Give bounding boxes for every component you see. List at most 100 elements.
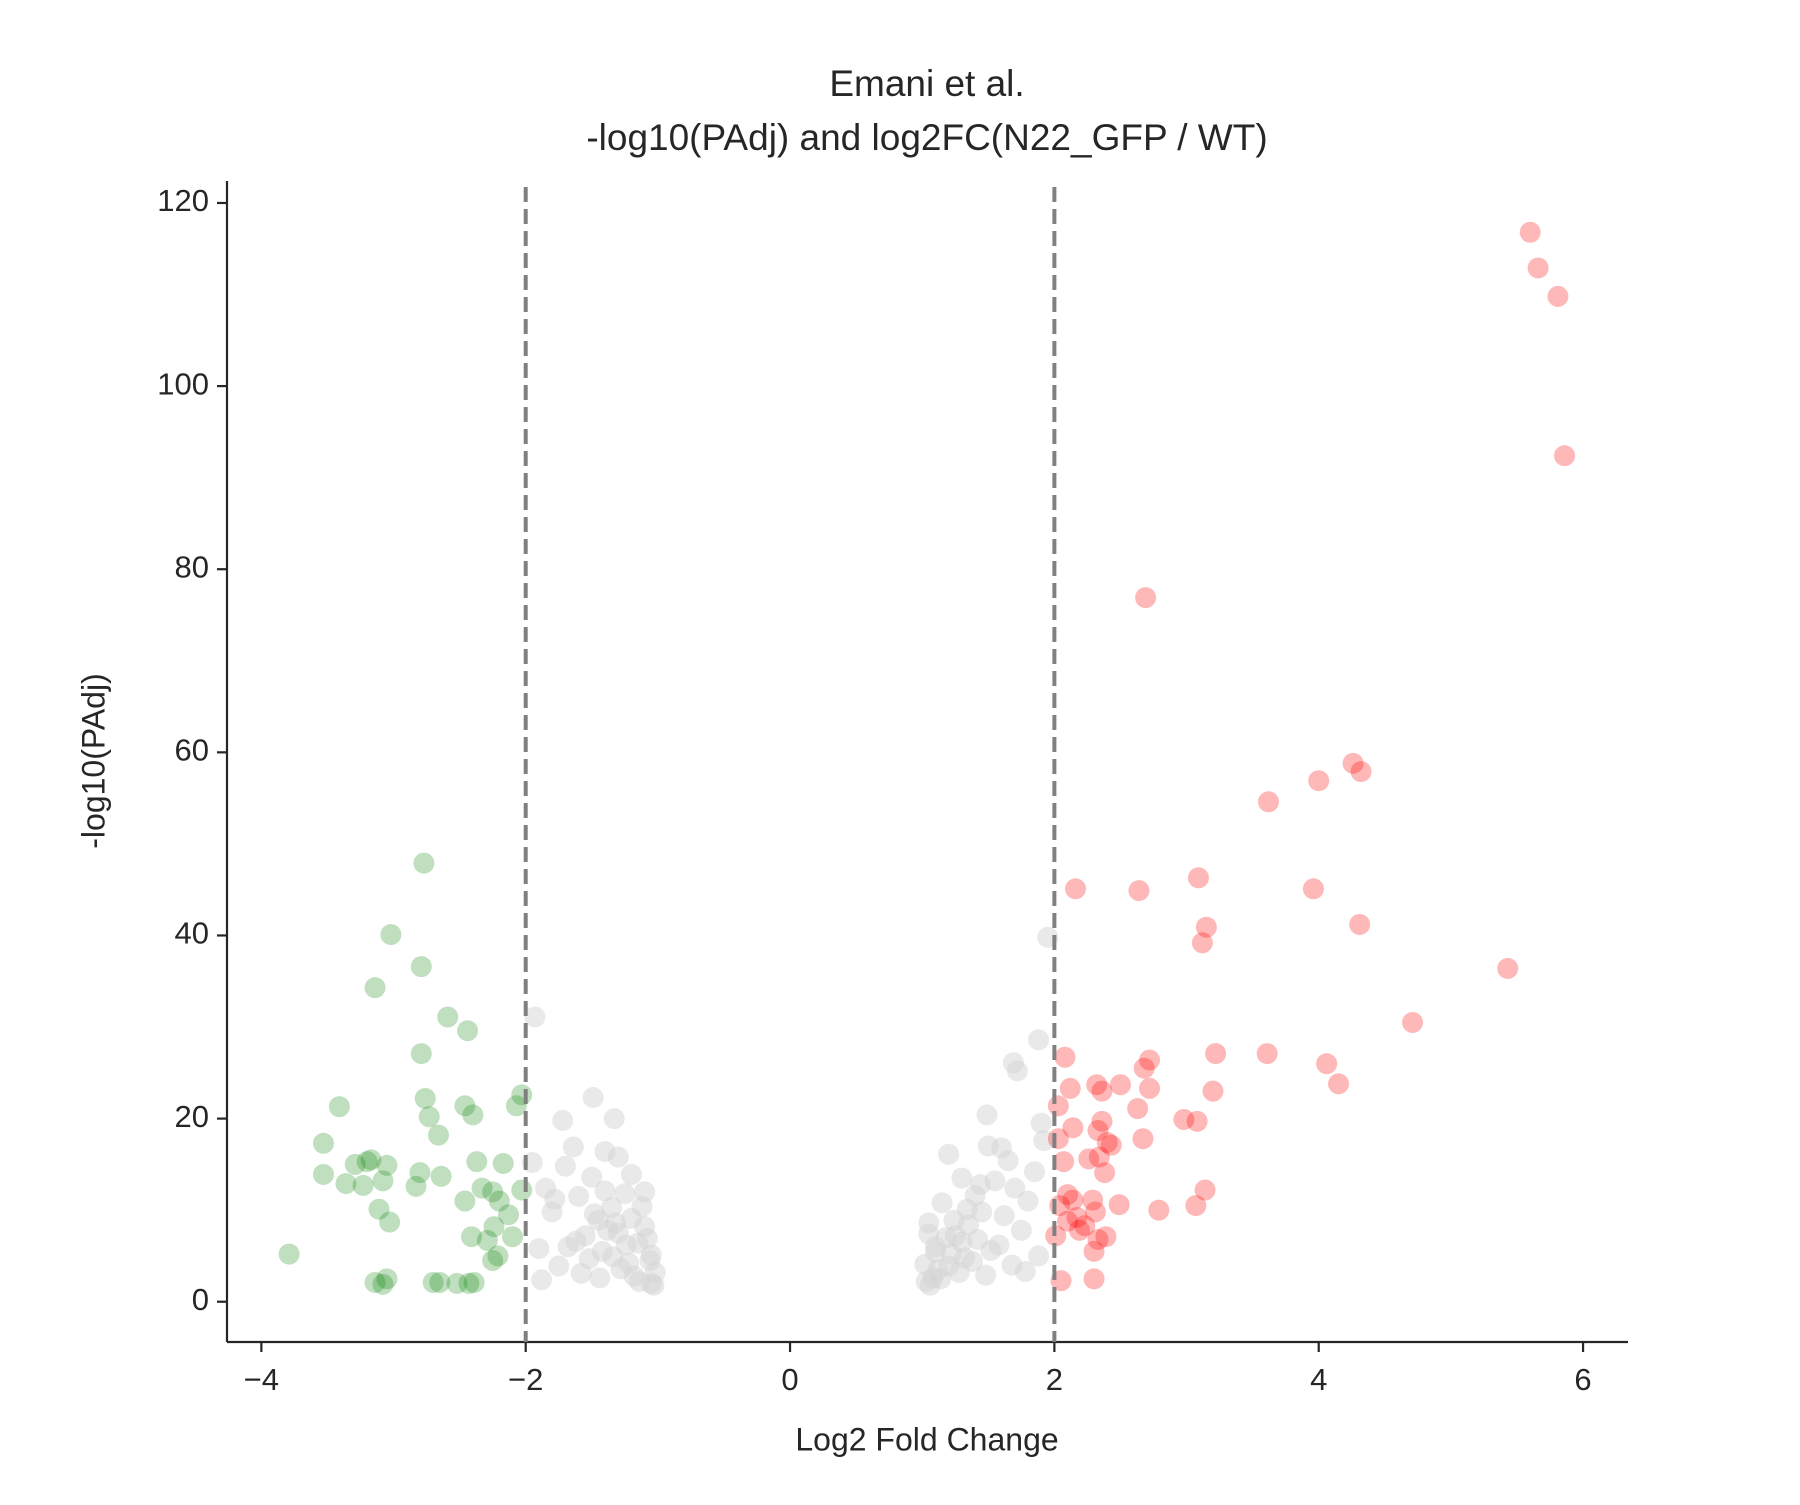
data-point — [1017, 1190, 1039, 1212]
data-point — [1010, 1219, 1032, 1241]
data-point — [1342, 752, 1364, 774]
data-point — [1062, 1117, 1084, 1139]
y-tick-label: 100 — [157, 366, 209, 401]
data-point — [476, 1229, 498, 1251]
data-point — [483, 1216, 505, 1238]
data-point — [1350, 761, 1372, 783]
data-point — [1094, 1162, 1116, 1184]
data-point — [570, 1262, 592, 1284]
data-point — [1173, 1109, 1195, 1131]
data-point — [977, 1135, 999, 1157]
data-point — [548, 1255, 570, 1277]
data-point — [380, 924, 402, 946]
data-point — [1087, 1228, 1109, 1250]
data-point — [1062, 1189, 1084, 1211]
data-point — [1186, 1110, 1208, 1132]
data-point — [1316, 1053, 1338, 1075]
data-point — [1132, 1128, 1154, 1150]
data-point — [463, 1271, 485, 1293]
data-point — [1024, 1161, 1046, 1183]
data-point — [1547, 285, 1569, 307]
data-point — [1139, 1077, 1161, 1099]
data-point — [1527, 257, 1549, 279]
data-point — [620, 1163, 642, 1185]
data-point — [1065, 878, 1087, 900]
data-point — [938, 1255, 960, 1277]
data-point — [492, 1152, 514, 1174]
data-point — [1082, 1189, 1104, 1211]
data-point — [1014, 1260, 1036, 1282]
x-tick-label: −4 — [244, 1362, 279, 1397]
data-point — [1497, 957, 1519, 979]
data-point — [1068, 1219, 1090, 1241]
data-point — [344, 1153, 366, 1175]
x-tick-label: 4 — [1310, 1362, 1327, 1397]
data-point — [409, 1162, 431, 1184]
data-point — [1047, 1128, 1069, 1150]
data-point — [956, 1198, 978, 1220]
data-point — [487, 1245, 509, 1267]
data-point — [969, 1174, 991, 1196]
data-point — [1088, 1146, 1110, 1168]
data-point — [988, 1234, 1010, 1256]
y-tick-label: 40 — [175, 916, 209, 951]
data-point — [454, 1095, 476, 1117]
data-point — [1083, 1268, 1105, 1290]
data-point — [454, 1190, 476, 1212]
data-point — [360, 1149, 382, 1171]
data-point — [1519, 221, 1541, 243]
data-point — [1084, 1201, 1106, 1223]
data-point — [364, 977, 386, 999]
data-point — [1059, 1077, 1081, 1099]
data-point — [1128, 880, 1150, 902]
data-point — [1402, 1011, 1424, 1033]
data-point — [364, 1271, 386, 1293]
data-point — [1194, 1179, 1216, 1201]
data-point — [554, 1155, 576, 1177]
plot-area — [278, 221, 1576, 1296]
data-point — [482, 1250, 504, 1272]
data-point — [471, 1177, 493, 1199]
data-point — [312, 1163, 334, 1185]
data-point — [372, 1273, 394, 1295]
data-point — [951, 1167, 973, 1189]
data-point — [1004, 1177, 1026, 1199]
data-point — [582, 1087, 604, 1109]
data-point — [528, 1238, 550, 1260]
data-point — [482, 1181, 504, 1203]
data-point — [1066, 1206, 1088, 1228]
data-point — [498, 1204, 520, 1226]
data-point — [1185, 1195, 1207, 1217]
data-point — [379, 1211, 401, 1233]
data-point — [938, 1143, 960, 1165]
data-point — [1096, 1131, 1118, 1153]
data-point — [562, 1136, 584, 1158]
data-point — [1074, 1215, 1096, 1237]
y-tick-label: 60 — [175, 733, 209, 768]
data-point — [993, 1205, 1015, 1227]
data-point — [602, 1246, 624, 1268]
data-point — [1139, 1049, 1161, 1071]
data-point — [1257, 791, 1279, 813]
data-point — [1091, 1080, 1113, 1102]
data-point — [531, 1269, 553, 1291]
data-point — [511, 1179, 533, 1201]
data-point — [614, 1183, 636, 1205]
data-point — [918, 1223, 940, 1245]
data-point — [422, 1271, 444, 1293]
data-point — [1078, 1148, 1100, 1170]
data-point — [462, 1104, 484, 1126]
data-point — [594, 1180, 616, 1202]
data-point — [405, 1175, 427, 1197]
data-point — [924, 1241, 946, 1263]
x-tick-label: −2 — [508, 1362, 543, 1397]
data-point — [1328, 1073, 1350, 1095]
data-point — [1187, 867, 1209, 889]
data-point — [461, 1226, 483, 1248]
data-point — [589, 1267, 611, 1289]
data-point — [429, 1271, 451, 1293]
data-point — [1087, 1119, 1109, 1141]
data-point — [410, 956, 432, 978]
data-point — [376, 1154, 398, 1176]
data-point — [372, 1170, 394, 1192]
